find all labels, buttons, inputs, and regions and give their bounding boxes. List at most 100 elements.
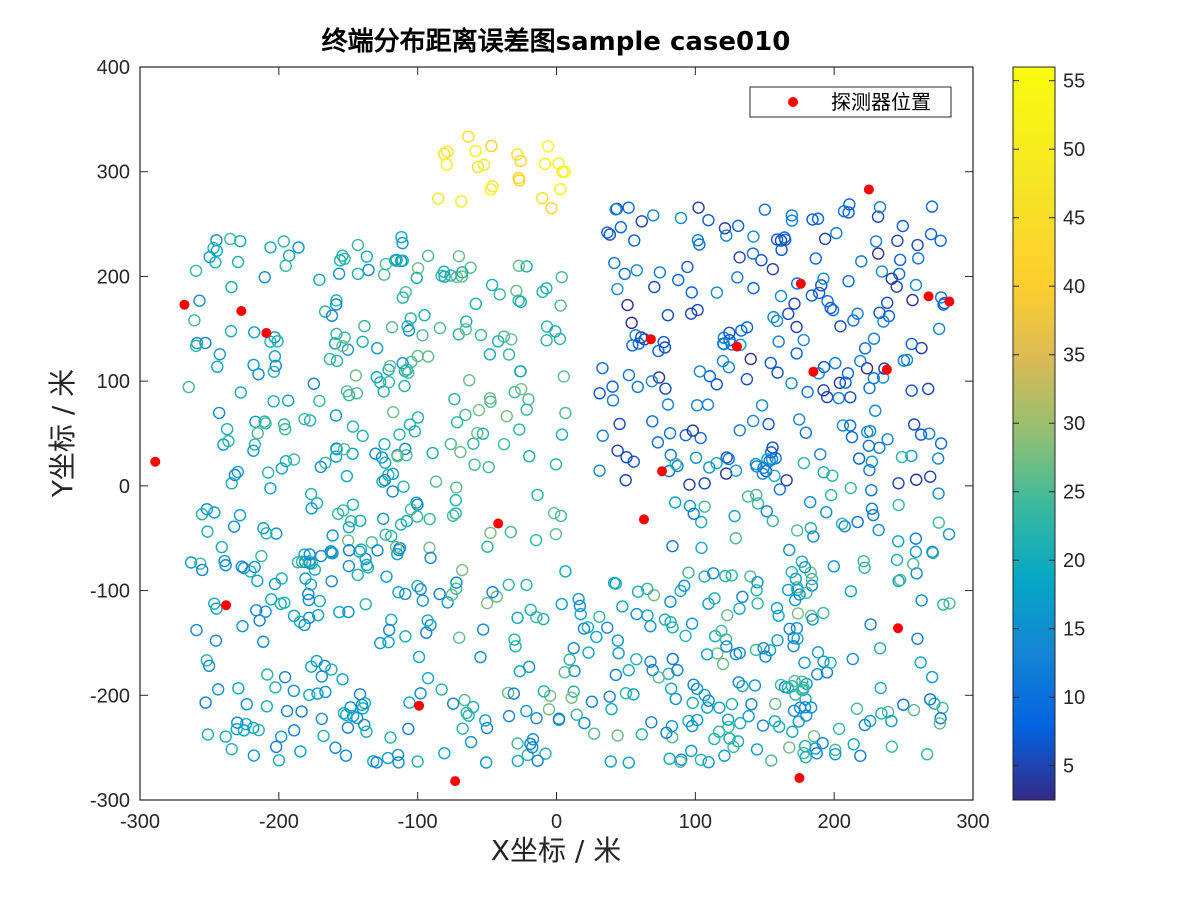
terminal-point: [471, 160, 485, 174]
terminal-point: [252, 723, 265, 737]
terminal-point: [540, 334, 553, 347]
terminal-point: [815, 279, 828, 292]
terminal-point: [839, 376, 852, 389]
terminal-point: [530, 712, 543, 725]
terminal-point: [783, 741, 796, 754]
terminal-point: [355, 698, 369, 711]
terminal-point: [700, 701, 714, 714]
terminal-point: [340, 469, 354, 483]
terminal-point: [666, 621, 679, 634]
terminal-point: [247, 444, 260, 457]
terminal-point: [444, 269, 457, 282]
terminal-point: [658, 613, 672, 626]
terminal-point: [256, 635, 270, 648]
terminal-point: [396, 236, 409, 250]
terminal-point: [476, 427, 490, 440]
terminal-point: [788, 297, 801, 310]
terminal-point: [329, 298, 343, 311]
terminal-point: [729, 532, 743, 545]
terminal-point: [460, 706, 473, 720]
terminal-point: [817, 466, 830, 479]
terminal-point: [313, 394, 326, 408]
terminal-point: [493, 288, 506, 301]
terminal-point: [391, 748, 405, 762]
terminal-point: [833, 376, 847, 390]
terminal-point: [681, 260, 694, 274]
terminal-point: [609, 668, 623, 682]
terminal-point: [922, 427, 936, 440]
terminal-point: [444, 437, 458, 451]
terminal-point: [382, 468, 395, 482]
terminal-point: [277, 418, 291, 431]
terminal-point: [872, 523, 885, 537]
terminal-point: [796, 675, 809, 688]
terminal-point: [616, 600, 629, 613]
terminal-point: [630, 653, 643, 666]
terminal-point: [505, 333, 518, 346]
terminal-point: [665, 719, 679, 733]
terminal-point: [299, 572, 312, 585]
terminal-point: [682, 566, 695, 579]
terminal-point: [841, 367, 855, 380]
terminal-point: [631, 585, 645, 598]
terminal-point: [484, 526, 497, 540]
terminal-point: [924, 470, 937, 483]
terminal-point: [750, 488, 763, 502]
terminal-point: [514, 365, 527, 378]
terminal-point: [812, 286, 826, 300]
terminal-point: [909, 545, 923, 559]
terminal-point: [661, 308, 675, 322]
terminal-point: [386, 485, 399, 498]
terminal-point: [858, 561, 871, 574]
terminal-point: [768, 469, 781, 483]
terminal-point: [248, 326, 261, 339]
terminal-point: [635, 728, 649, 741]
terminal-point: [455, 563, 469, 577]
colorbar-tick-label: 25: [1063, 482, 1085, 504]
colorbar-tick-label: 20: [1063, 550, 1085, 572]
terminal-point: [389, 254, 403, 267]
terminal-point: [557, 370, 570, 383]
terminal-point: [747, 230, 760, 243]
terminal-point: [279, 454, 293, 468]
terminal-point: [890, 553, 904, 567]
terminal-point: [391, 547, 404, 561]
terminal-point: [507, 687, 520, 700]
terminal-point: [544, 689, 557, 702]
terminal-point: [865, 483, 878, 497]
terminal-point: [881, 705, 895, 719]
terminal-point: [433, 321, 447, 335]
terminal-point: [842, 206, 855, 219]
terminal-point: [278, 422, 292, 436]
terminal-point: [718, 749, 731, 762]
colorbar-tick-label: 15: [1063, 619, 1085, 641]
terminal-point: [555, 270, 568, 284]
terminal-point: [411, 498, 424, 511]
terminal-point: [722, 720, 735, 734]
terminal-point: [536, 192, 549, 205]
terminal-point: [896, 219, 910, 233]
terminal-point: [826, 303, 840, 317]
terminal-point: [669, 692, 682, 706]
terminal-point: [275, 730, 288, 743]
legend: 探测器位置: [749, 86, 952, 118]
legend-box: [749, 86, 952, 118]
y-axis-label: Y坐标 / 米: [46, 369, 79, 498]
terminal-point: [797, 681, 810, 694]
terminal-point: [807, 730, 821, 743]
x-tick-label: -100: [398, 811, 438, 833]
terminal-point: [798, 656, 811, 669]
terminal-point: [313, 273, 326, 287]
terminal-point: [199, 696, 212, 709]
terminal-point: [907, 557, 920, 571]
terminal-point: [445, 588, 458, 602]
terminal-point: [715, 624, 728, 638]
terminal-point: [224, 232, 237, 246]
terminal-point: [920, 748, 934, 761]
terminal-point: [729, 464, 743, 477]
terminal-point: [817, 655, 830, 668]
terminal-point: [915, 594, 928, 607]
terminal-point: [225, 477, 238, 490]
terminal-point: [582, 646, 595, 659]
terminal-point: [905, 384, 918, 397]
